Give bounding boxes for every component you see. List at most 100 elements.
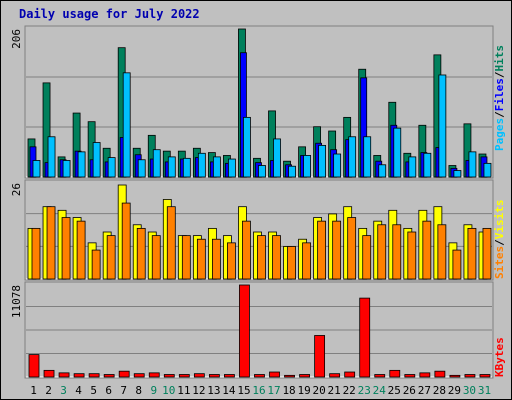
- sites-bar: [227, 242, 236, 280]
- x-tick-label: 14: [222, 384, 236, 397]
- kbytes-bar: [359, 297, 371, 378]
- sites-bar: [211, 238, 221, 280]
- sites-bar: [272, 235, 281, 280]
- sites-bar: [482, 227, 492, 280]
- x-tick-label: 28: [433, 384, 446, 397]
- sites-bar: [46, 206, 56, 280]
- sites-bar: [407, 231, 417, 280]
- kbytes-bar: [254, 374, 265, 378]
- x-tick-label: 15: [237, 384, 250, 397]
- legend-entry: Files: [493, 78, 506, 111]
- kbytes-bar: [193, 373, 205, 378]
- kbytes-bar: [133, 373, 145, 378]
- sites-bar: [317, 220, 327, 280]
- pages-bar: [348, 136, 357, 178]
- sites-bar: [392, 224, 402, 280]
- x-tick-label: 2: [45, 384, 52, 397]
- kbytes-bar: [449, 374, 461, 378]
- panel-1-legend-text: Pages/Files/Hits: [493, 45, 506, 151]
- kbytes-bar: [269, 371, 280, 378]
- x-tick-label: 21: [328, 384, 341, 397]
- legend-entry: KBytes: [493, 337, 506, 377]
- legend-separator: /: [493, 239, 506, 246]
- x-tick-label: 29: [448, 384, 461, 397]
- sites-bar: [377, 224, 387, 280]
- kbytes-bar: [239, 284, 250, 378]
- pages-bar: [92, 142, 101, 178]
- kbytes-bar: [389, 369, 401, 378]
- x-tick-label: 16: [252, 384, 265, 397]
- kbytes-bar: [58, 372, 70, 378]
- panel-1-legend: Pages/Files/Hits: [493, 45, 506, 151]
- sites-bar: [196, 238, 206, 280]
- sites-bar: [91, 249, 101, 280]
- kbytes-bar: [434, 370, 446, 378]
- kbytes-bar: [299, 374, 310, 378]
- kbytes-bar: [103, 374, 115, 378]
- pages-bar: [363, 136, 372, 178]
- pages-bar: [408, 156, 417, 178]
- pages-bar: [333, 153, 342, 178]
- x-tick-label: 6: [105, 384, 112, 397]
- x-tick-label: 9: [150, 384, 157, 397]
- kbytes-bar: [43, 369, 55, 378]
- x-tick-label: 31: [478, 384, 491, 397]
- x-tick-label: 1: [30, 384, 37, 397]
- sites-bar: [347, 217, 357, 280]
- sites-bar: [242, 220, 251, 280]
- sites-bar: [181, 235, 191, 280]
- kbytes-bar: [224, 374, 235, 378]
- pages-bar: [107, 157, 116, 178]
- legend-separator: /: [493, 71, 506, 78]
- kbytes-bar: [344, 371, 356, 378]
- kbytes-bar: [148, 372, 160, 378]
- kbytes-bar: [329, 373, 341, 378]
- x-tick-label: 11: [177, 384, 190, 397]
- kbytes-bar: [73, 373, 85, 378]
- sites-bar: [136, 227, 146, 280]
- panel-3-legend: KBytes: [493, 337, 506, 377]
- kbytes-bar: [404, 374, 416, 378]
- pages-bar: [468, 151, 477, 178]
- sites-bar: [362, 235, 372, 280]
- kbytes-bar: [208, 374, 220, 378]
- pages-bar: [438, 74, 447, 178]
- pages-bar: [288, 165, 296, 178]
- pages-bar: [318, 144, 327, 178]
- sites-bar: [31, 227, 41, 280]
- panel-2-ymax-label: 26: [10, 183, 23, 196]
- pages-bar: [197, 152, 206, 178]
- x-tick-label: 5: [90, 384, 97, 397]
- x-tick-label: 19: [297, 384, 310, 397]
- pages-bar: [378, 164, 387, 178]
- pages-bar: [483, 162, 492, 178]
- pages-bar: [32, 160, 41, 178]
- pages-bar: [47, 136, 56, 178]
- legend-entry: Hits: [493, 45, 506, 72]
- legend-separator: /: [493, 111, 506, 118]
- sites-bar: [437, 224, 447, 280]
- pages-bar: [453, 170, 462, 178]
- sites-bar: [452, 249, 462, 280]
- panel-3-ymax-label: 11078: [10, 285, 23, 318]
- kbytes-bar: [464, 374, 476, 378]
- pages-bar: [152, 149, 161, 178]
- pages-bar: [62, 160, 71, 178]
- x-tick-label: 13: [207, 384, 220, 397]
- x-tick-label: 23: [358, 384, 371, 397]
- x-tick-label: 26: [403, 384, 416, 397]
- x-tick-label: 25: [388, 384, 401, 397]
- panel-1-ymax-label: 206: [10, 29, 23, 49]
- sites-bar: [467, 227, 477, 280]
- pages-bar: [137, 159, 146, 178]
- kbytes-bar: [314, 335, 326, 378]
- chart-title: Daily usage for July 2022: [19, 7, 200, 21]
- kbytes-bar: [419, 372, 431, 378]
- legend-entry: Sites: [493, 246, 506, 279]
- x-tick-label: 18: [282, 384, 295, 397]
- panel-2-legend: Sites/Visits: [493, 200, 506, 280]
- kbytes-bar: [88, 373, 100, 378]
- pages-bar: [393, 127, 402, 178]
- pages-bar: [167, 156, 176, 178]
